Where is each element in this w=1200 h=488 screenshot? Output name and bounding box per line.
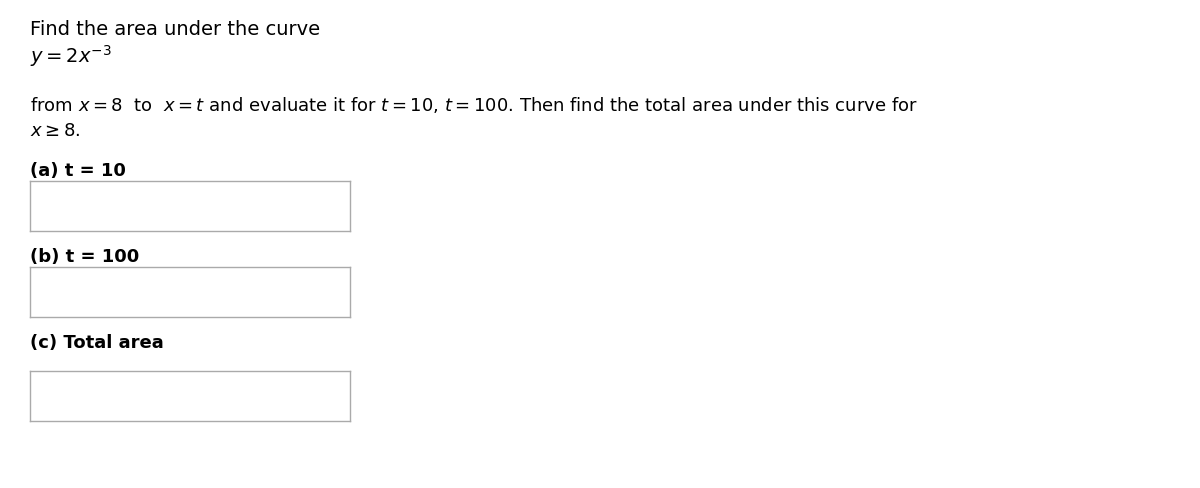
Text: (c) Total area: (c) Total area <box>30 333 163 351</box>
Text: (a) t = 10: (a) t = 10 <box>30 162 126 180</box>
Text: $x \geq 8$.: $x \geq 8$. <box>30 122 80 140</box>
Text: (b) t = 100: (b) t = 100 <box>30 247 139 265</box>
Text: from $x = 8$  to  $x = t$ and evaluate it for $t = 10$, $t = 100$. Then find the: from $x = 8$ to $x = t$ and evaluate it … <box>30 95 918 115</box>
Text: $y = 2x^{-3}$: $y = 2x^{-3}$ <box>30 43 112 69</box>
Text: Find the area under the curve: Find the area under the curve <box>30 20 320 39</box>
